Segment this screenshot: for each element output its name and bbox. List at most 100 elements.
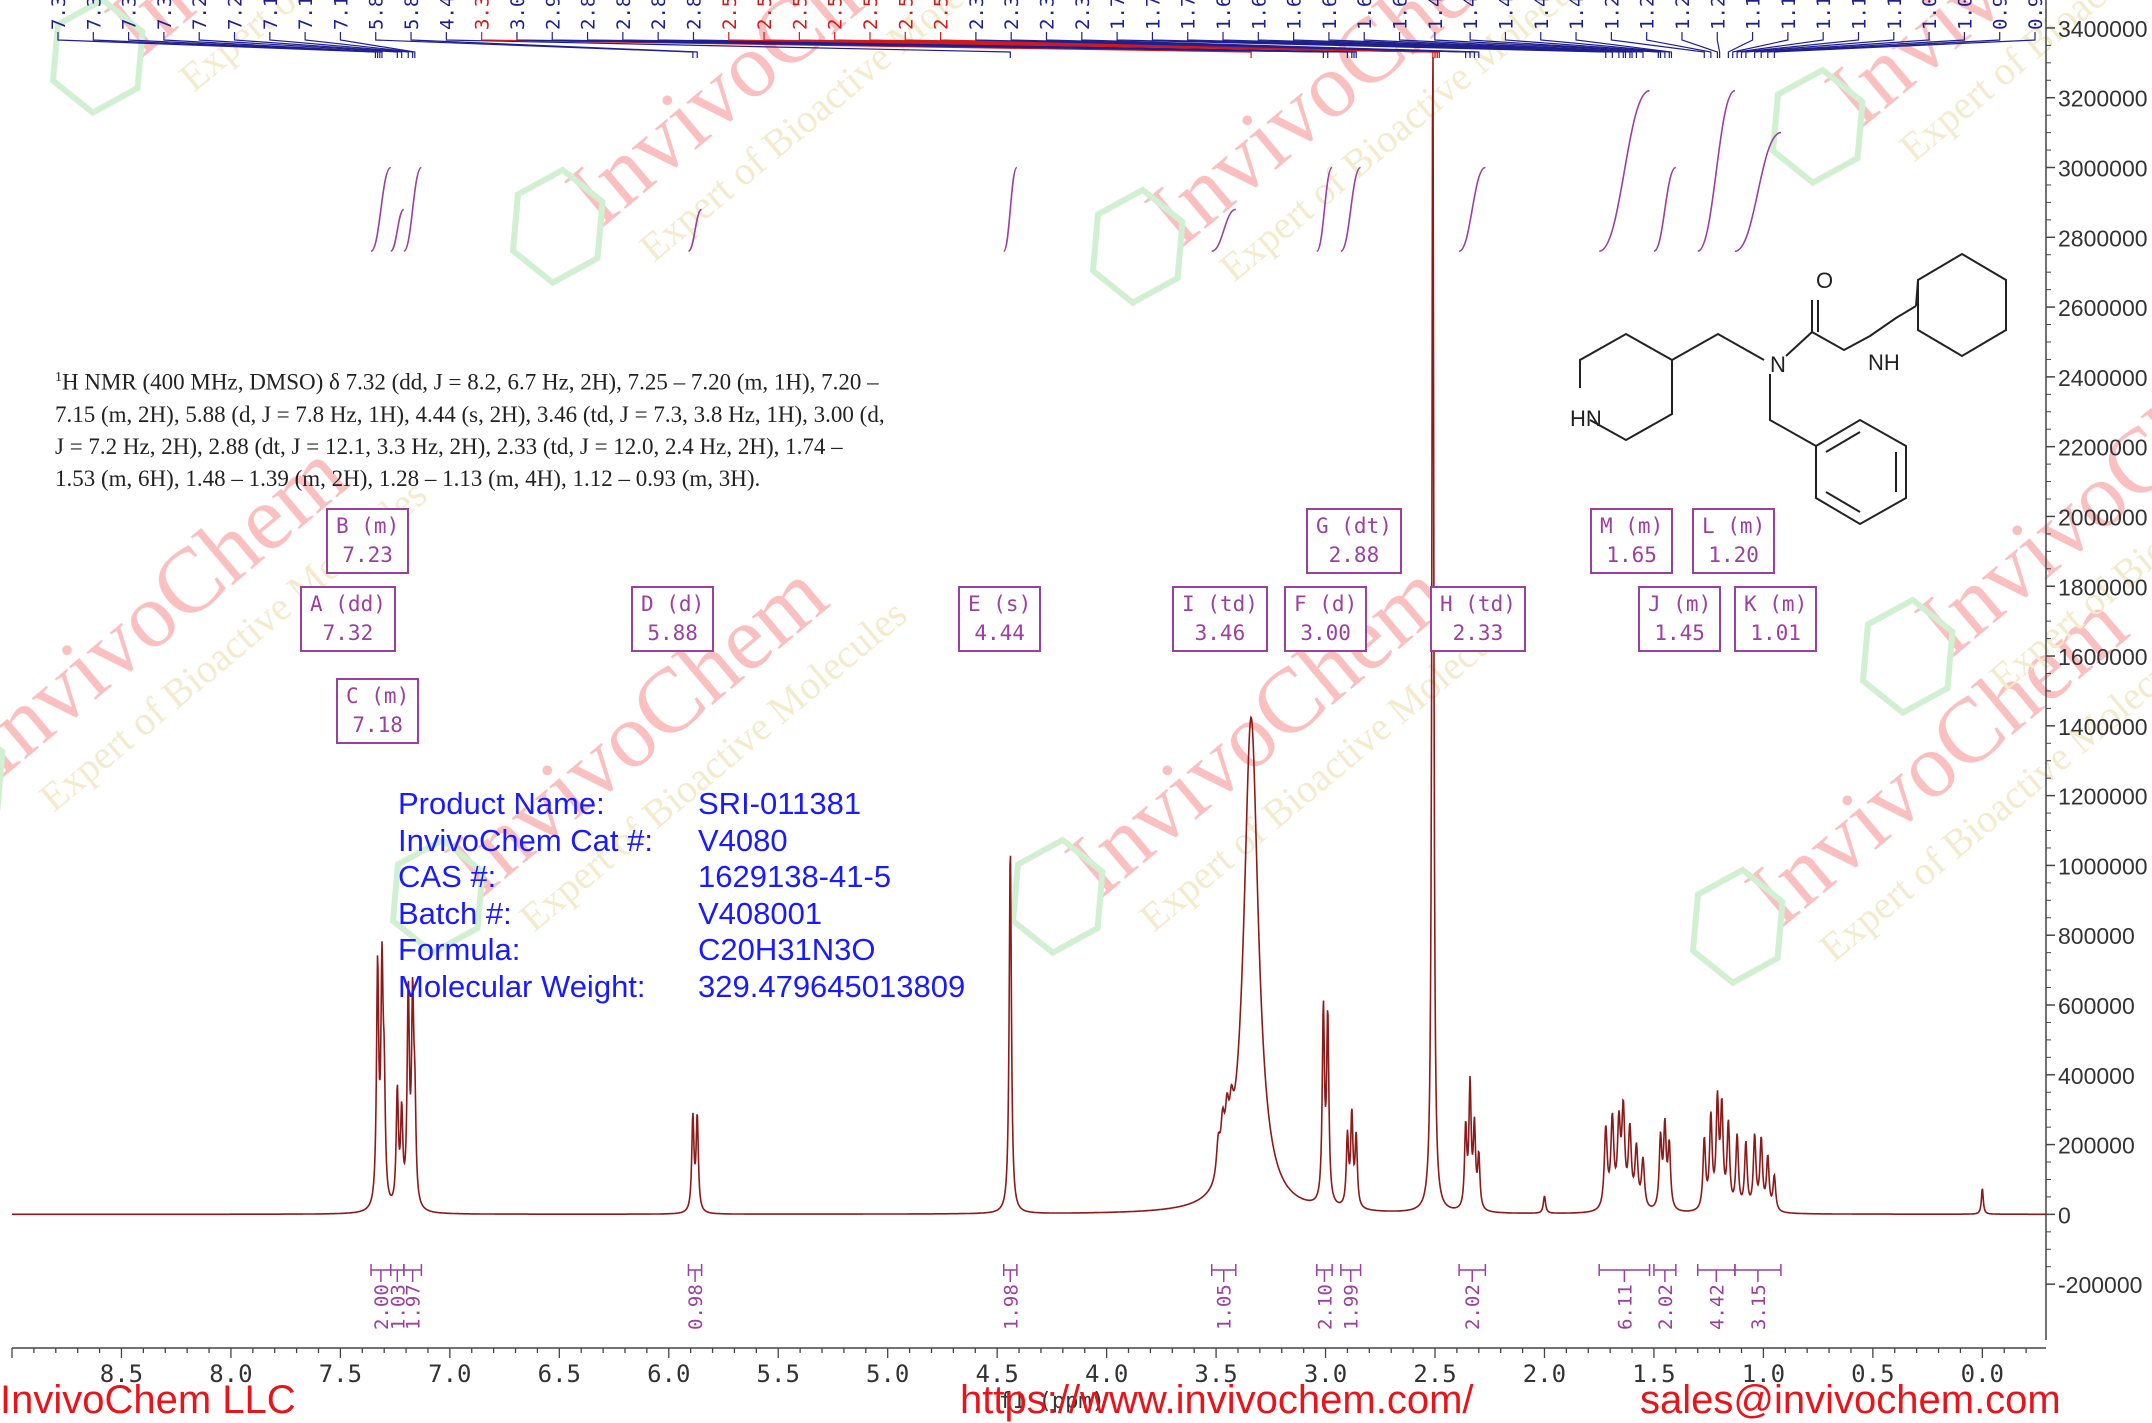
- integral-value: 2.00: [371, 1284, 393, 1330]
- integration-curve: [403, 166, 423, 253]
- peak-connector: [1257, 32, 1627, 58]
- integral-value: 4.42: [1706, 1284, 1728, 1330]
- y-tick-label: 3400000: [2058, 16, 2148, 42]
- peak-shift-label: 2.8: [613, 0, 635, 30]
- peak-connector: [1398, 32, 1644, 58]
- product-info-block: Product Name: SRI-011381 InvivoChem Cat #:…: [398, 786, 965, 1005]
- integral-bracket: [1653, 1264, 1677, 1282]
- cyclohexyl-ring: [1915, 252, 2007, 358]
- peak-shift-label: 1.2: [1672, 0, 1694, 30]
- integral-value: 2.10: [1314, 1284, 1336, 1330]
- watermark-logo-icon: [1769, 66, 1866, 187]
- product-info-row: Molecular Weight: 329.479645013809: [398, 969, 965, 1006]
- x-tick-label: 0.5: [1851, 1360, 1894, 1388]
- peak-connector: [1293, 32, 1631, 58]
- peak-connector: [1754, 32, 1930, 58]
- peak-connector: [1222, 32, 1624, 58]
- watermark-logo-icon: [389, 836, 486, 957]
- integration-curve: [1697, 89, 1736, 253]
- watermark-logo-icon: [509, 166, 606, 287]
- peak-shift-label: 2.5: [895, 0, 917, 30]
- peak-label-stack: 7.3 7.3 7.3 7.3 7.2 7.2 7.1 7.1 7.1 5.8 5.8 4.4 3.3 3…: [48, 0, 2047, 58]
- footer: InvivoChem LLC https://www.invivochem.co…: [0, 1378, 2152, 1422]
- peak-connector: [1767, 32, 2001, 58]
- multiplet-label: K (m): [1744, 592, 1808, 616]
- multiplet-label: F (d): [1294, 592, 1358, 616]
- peak-shift-label: 7.3: [154, 0, 176, 30]
- multiplet-label: G (dt): [1316, 514, 1392, 538]
- integration-curve: [1598, 89, 1650, 253]
- x-tick-label: 6.0: [647, 1360, 690, 1388]
- y-tick-label: 1800000: [2058, 574, 2148, 600]
- phenyl-double-bond: [1825, 431, 1861, 453]
- peak-connector: [375, 32, 694, 58]
- y-tick-label: 0: [2058, 1202, 2071, 1228]
- structure-atom-label: HN: [1570, 406, 1602, 431]
- peak-shift-label: 1.2: [1601, 0, 1623, 30]
- multiplet-box: A (dd) 7.32: [300, 586, 396, 652]
- peak-shift-label: 1.6: [1284, 0, 1306, 30]
- product-info-row: CAS #: 1629138-41-5: [398, 859, 965, 896]
- footer-website-link[interactable]: https://www.invivochem.com/: [960, 1378, 1474, 1422]
- peak-connector: [1732, 32, 1789, 58]
- product-info-key: Molecular Weight:: [398, 968, 646, 1004]
- peak-shift-label: 2.8: [683, 0, 705, 30]
- peak-shift-label: 1.1: [1848, 0, 1870, 30]
- peak-connector: [1736, 32, 1824, 58]
- integration-curve: [389, 208, 405, 253]
- peak-shift-label: 1.1: [1778, 0, 1800, 30]
- peak-shift-label: 7.2: [225, 0, 247, 30]
- integral-bracket: [1598, 1264, 1651, 1282]
- peak-shift-label: 7.3: [48, 0, 70, 30]
- peak-shift-label: 7.1: [260, 0, 282, 30]
- footer-company: InvivoChem LLC: [0, 1378, 296, 1422]
- multiplet-shift: 3.00: [1300, 621, 1351, 645]
- multiplet-shift: 2.33: [1452, 621, 1504, 645]
- peak-shift-label: 2.5: [789, 0, 811, 30]
- x-tick-label: 8.0: [209, 1360, 252, 1388]
- product-info-row: Formula: C20H31N3O: [398, 932, 965, 969]
- x-tick-label: 5.0: [866, 1360, 909, 1388]
- y-tick-label: 400000: [2058, 1063, 2135, 1089]
- footer-email-link[interactable]: sales@invivochem.com: [1640, 1378, 2061, 1422]
- multiplet-box: E (s) 4.44: [958, 586, 1042, 652]
- peak-shift-label: 2.8: [578, 0, 600, 30]
- product-info-value: SRI-011381: [698, 786, 862, 821]
- peak-connector: [692, 32, 1357, 58]
- y-tick-label: 600000: [2058, 993, 2135, 1019]
- peak-shift-label: 2.5: [931, 0, 953, 30]
- product-info-value: V4080: [698, 822, 788, 858]
- multiplet-label: C (m): [346, 684, 410, 708]
- peak-connector: [410, 32, 698, 58]
- multiplet-box: L (m) 1.20: [1692, 508, 1776, 574]
- multiplet-shift: 7.32: [322, 621, 374, 645]
- integral-value: 2.02: [1655, 1284, 1677, 1330]
- peak-shift-label: 7.1: [295, 0, 317, 30]
- watermark-logo-icon: [49, 0, 146, 117]
- peak-shift-label: 3.0: [507, 0, 529, 30]
- peak-shift-label: 0.9: [1990, 0, 2012, 30]
- watermark-logo-icon: [1859, 596, 1956, 717]
- benzyl-bond: [1769, 374, 1817, 447]
- peak-shift-label: 5.8: [401, 0, 423, 30]
- watermark-logo-icon: [1689, 866, 1786, 987]
- peak-connector: [233, 32, 403, 58]
- peak-connector: [128, 32, 381, 58]
- multiplet-box: H (td) 2.33: [1430, 586, 1526, 652]
- peak-connector: [1540, 32, 1670, 58]
- peak-shift-label: 2.5: [825, 0, 847, 30]
- peak-connector: [1328, 32, 1633, 58]
- watermark-logo-icon: [0, 716, 6, 837]
- peak-connector: [339, 32, 416, 58]
- integration-curve: [1340, 166, 1362, 253]
- x-tick-label: 3.5: [1194, 1360, 1237, 1388]
- structure-atom-label: N: [1770, 352, 1786, 377]
- integral-value: 6.11: [1614, 1284, 1636, 1330]
- peak-connector: [1504, 32, 1666, 58]
- x-tick-label: 7.5: [319, 1360, 362, 1388]
- peak-connector: [304, 32, 414, 58]
- x-tick-label: 7.0: [428, 1360, 471, 1388]
